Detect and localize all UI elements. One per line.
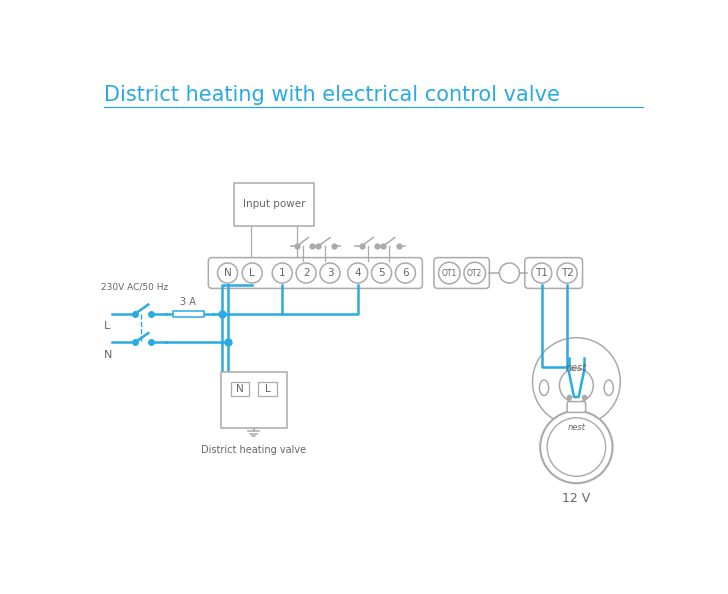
Text: N: N — [103, 350, 112, 359]
Circle shape — [218, 263, 237, 283]
FancyBboxPatch shape — [567, 402, 585, 412]
Text: nest: nest — [566, 363, 587, 372]
Circle shape — [348, 263, 368, 283]
Text: T1: T1 — [535, 268, 548, 278]
Text: District heating with electrical control valve: District heating with electrical control… — [103, 85, 560, 105]
FancyBboxPatch shape — [208, 258, 422, 289]
Text: OT2: OT2 — [467, 268, 483, 277]
Circle shape — [547, 418, 606, 476]
Circle shape — [320, 263, 340, 283]
Circle shape — [272, 263, 292, 283]
Circle shape — [557, 263, 577, 283]
Text: 1: 1 — [279, 268, 285, 278]
Circle shape — [395, 263, 416, 283]
Text: T2: T2 — [561, 268, 574, 278]
Text: L: L — [265, 384, 271, 394]
FancyBboxPatch shape — [234, 183, 314, 226]
FancyBboxPatch shape — [231, 383, 249, 396]
FancyBboxPatch shape — [525, 258, 582, 289]
Text: 12 V: 12 V — [562, 492, 590, 505]
Text: OT1: OT1 — [442, 268, 457, 277]
Circle shape — [242, 263, 262, 283]
Text: District heating valve: District heating valve — [201, 445, 306, 455]
FancyBboxPatch shape — [173, 311, 204, 317]
FancyBboxPatch shape — [221, 372, 287, 428]
Circle shape — [499, 263, 519, 283]
Ellipse shape — [604, 380, 614, 396]
Text: 5: 5 — [379, 268, 385, 278]
Circle shape — [464, 262, 486, 284]
Circle shape — [371, 263, 392, 283]
Text: 4: 4 — [355, 268, 361, 278]
Text: nest: nest — [567, 422, 585, 431]
Text: 6: 6 — [402, 268, 408, 278]
Circle shape — [531, 263, 552, 283]
Ellipse shape — [539, 380, 549, 396]
Text: 3 A: 3 A — [181, 296, 197, 307]
Circle shape — [559, 368, 593, 402]
Text: L: L — [103, 321, 110, 331]
FancyBboxPatch shape — [258, 383, 277, 396]
Text: Input power: Input power — [242, 200, 305, 210]
Text: 2: 2 — [303, 268, 309, 278]
Circle shape — [438, 262, 460, 284]
Text: 230V AC/50 Hz: 230V AC/50 Hz — [100, 282, 167, 292]
Text: 3: 3 — [327, 268, 333, 278]
Text: N: N — [236, 384, 244, 394]
FancyBboxPatch shape — [434, 258, 489, 289]
Text: N: N — [223, 268, 232, 278]
Circle shape — [296, 263, 316, 283]
Circle shape — [540, 411, 612, 484]
Circle shape — [532, 338, 620, 425]
Text: L: L — [249, 268, 255, 278]
